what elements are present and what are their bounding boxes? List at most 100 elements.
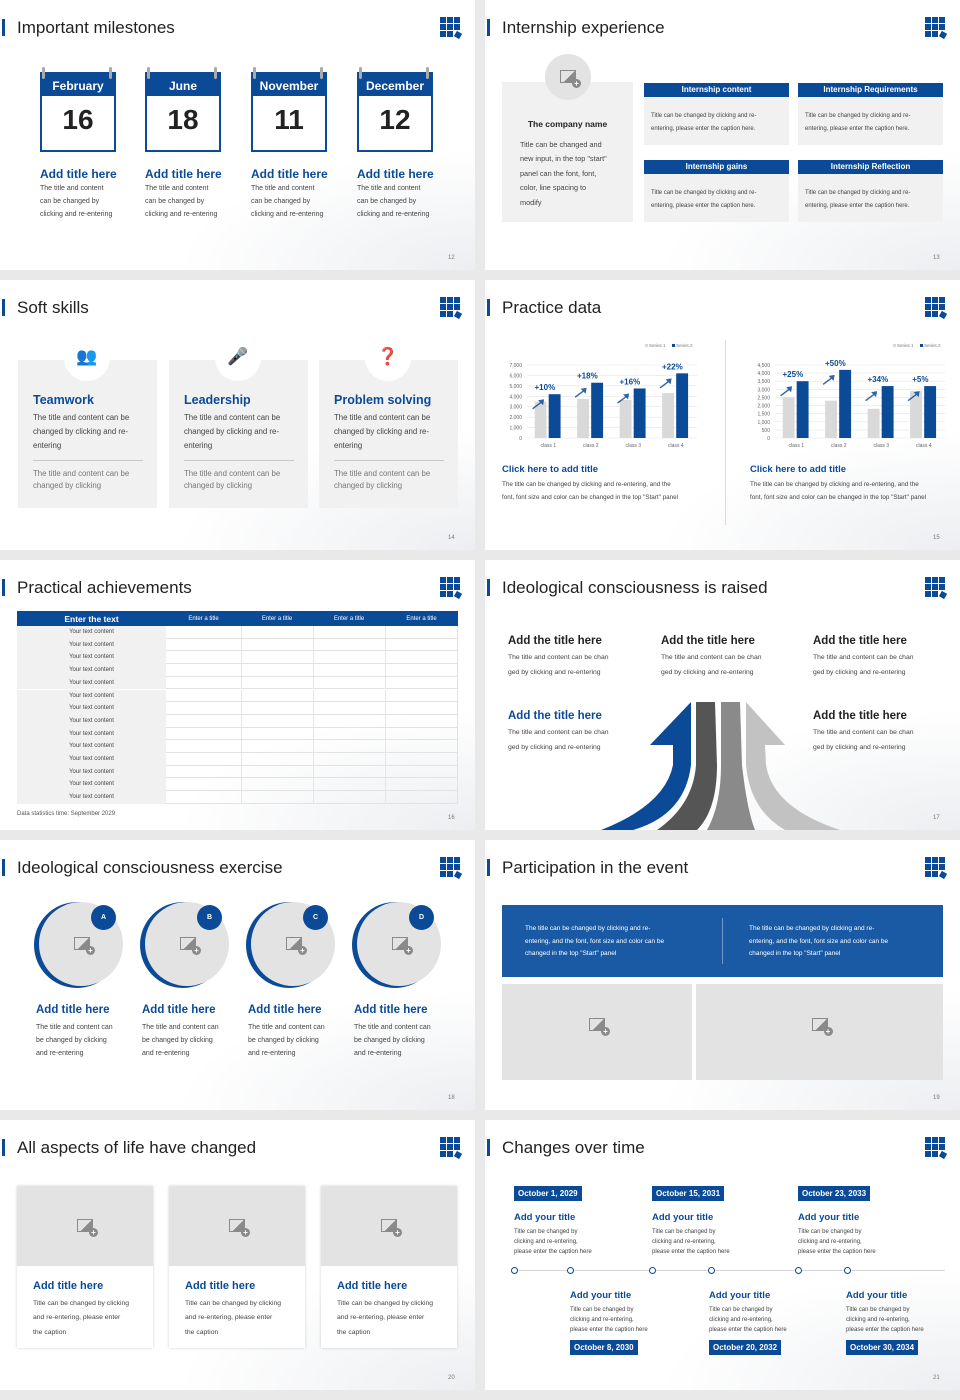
item-text: The title and content xyxy=(145,185,209,192)
image-add-icon xyxy=(589,1018,610,1036)
event-title: Add your title xyxy=(514,1212,576,1223)
legend-label: Series 2 xyxy=(676,343,693,348)
letter-badge: A xyxy=(91,905,116,930)
table-cell: Your text content xyxy=(17,791,166,804)
item-text: The title and content xyxy=(251,185,315,192)
caption-title[interactable]: Click here to add title xyxy=(750,464,847,475)
skill-card xyxy=(18,360,157,508)
letter-badge: C xyxy=(303,905,328,930)
table-note: Data statistics time: September 2029 xyxy=(17,811,116,817)
calendar: February 16 xyxy=(40,72,116,152)
table-row xyxy=(17,626,458,639)
legend-swatch xyxy=(672,344,675,347)
column-divider xyxy=(241,791,242,804)
block-text: The title and content can be chan xyxy=(813,654,914,661)
column-divider xyxy=(241,664,242,677)
event-text: Title can be changed by xyxy=(514,1229,578,1235)
speaker-podium-icon: 🎤 xyxy=(227,347,249,366)
slide-17[interactable]: Ideological consciousness is raised 17 Add… xyxy=(485,560,960,830)
page-number: 19 xyxy=(933,1095,940,1101)
bar-series-1 xyxy=(662,393,675,438)
box-text: entering, please enter the caption here. xyxy=(805,202,910,209)
y-tick-label: 3,500 xyxy=(757,379,770,385)
box-body xyxy=(644,174,789,222)
growth-arrow-icon xyxy=(865,391,878,402)
column-divider xyxy=(385,778,386,792)
slide-14[interactable]: Soft skills 14 👥 Teamwork The title and cont… xyxy=(0,280,475,550)
image-placeholder[interactable] xyxy=(502,984,692,1080)
skill-subtext: The title and content can be xyxy=(334,469,431,478)
item-text: clicking and re-entering xyxy=(40,210,113,218)
table-row xyxy=(17,778,458,792)
x-tick-label: class 4 xyxy=(916,443,932,449)
image-add-icon xyxy=(229,1219,250,1237)
item-title: Add title here xyxy=(40,167,117,181)
item-title: Add title here xyxy=(248,1004,322,1016)
slide-title: Practical achievements xyxy=(17,578,192,597)
slide-18[interactable]: Ideological consciousness exercise 18 A Add… xyxy=(0,840,475,1110)
table-row xyxy=(17,651,458,665)
box-header: Internship Requirements xyxy=(798,83,943,97)
slide-20[interactable]: All aspects of life have changed 20 Add ti… xyxy=(0,1120,475,1390)
slide-19[interactable]: Participation in the event 19 The title ca… xyxy=(485,840,960,1110)
calendar-day: 12 xyxy=(379,104,411,135)
skill-subtext: changed by clicking xyxy=(184,481,253,490)
item-text: can be changed by xyxy=(357,197,417,205)
calendar-ring xyxy=(214,67,217,79)
block-title: Add the title here xyxy=(813,635,907,647)
date-label: October 1, 2029 xyxy=(514,1186,582,1201)
calendar-day: 16 xyxy=(62,104,94,135)
column-divider xyxy=(241,778,242,792)
slide-16[interactable]: Practical achievements 16 Enter the text En… xyxy=(0,560,475,830)
caption-text: font, font size and color can be changed… xyxy=(750,494,927,501)
calendar-month: December xyxy=(359,74,431,96)
table-row xyxy=(17,714,458,728)
title-accent-bar xyxy=(2,299,5,316)
icon-circle xyxy=(365,335,411,381)
grid-logo-icon xyxy=(925,17,948,40)
item-text: and re-entering xyxy=(354,1049,402,1057)
skill-text: changed by clicking and re- xyxy=(33,427,128,436)
column-divider xyxy=(385,765,386,779)
column-divider xyxy=(385,676,386,690)
slide-title: Ideological consciousness is raised xyxy=(502,578,768,597)
table-cell: Your text content xyxy=(17,702,166,715)
title-accent-bar xyxy=(2,859,5,876)
wave-decoration xyxy=(175,990,475,1110)
grid-logo-icon xyxy=(440,297,463,320)
image-placeholder[interactable] xyxy=(696,984,943,1080)
column-divider xyxy=(313,676,314,690)
timeline-node[interactable] xyxy=(567,1267,574,1274)
caption-text: font, font size and color can be changed… xyxy=(502,494,679,501)
item-text: can be changed by xyxy=(145,197,205,205)
date-label: October 15, 2031 xyxy=(652,1186,725,1201)
timeline-node[interactable] xyxy=(511,1267,518,1274)
caption-title[interactable]: Click here to add title xyxy=(502,464,599,475)
bar-series-2 xyxy=(796,381,809,438)
bar-series-1 xyxy=(910,390,923,438)
item-text: clicking and re-entering xyxy=(357,210,430,218)
event-text: clicking and re-entering, xyxy=(846,1317,910,1323)
company-card xyxy=(502,82,633,222)
timeline-node[interactable] xyxy=(795,1267,802,1274)
timeline-node[interactable] xyxy=(649,1267,656,1274)
item-title: Add title here xyxy=(142,1004,216,1016)
slide-15[interactable]: Practice data 15 0 1,000 2,000 3,000 4,000 5,00… xyxy=(485,280,960,550)
card-text: Title can be changed by clicking xyxy=(33,1300,130,1307)
column-divider xyxy=(385,626,386,639)
slide-21[interactable]: Changes over time 21 October 1, 2029 Add yo… xyxy=(485,1120,960,1390)
slide-13[interactable]: Internship experience 13 The company name T… xyxy=(485,0,960,270)
item-title: Add title here xyxy=(36,1004,110,1016)
event-text: please enter the caption here xyxy=(709,1327,787,1333)
calendar-ring xyxy=(426,67,429,79)
growth-arrow-icon xyxy=(532,399,545,410)
timeline-node[interactable] xyxy=(844,1267,851,1274)
banner-text: changed in the top "Start" panel xyxy=(525,950,617,957)
y-tick-label: 6,000 xyxy=(509,373,522,379)
timeline-node[interactable] xyxy=(708,1267,715,1274)
box-text: entering, please enter the caption here. xyxy=(805,125,910,132)
page-number: 13 xyxy=(933,255,940,261)
block-text: The title and content can be chan xyxy=(661,654,762,661)
slide-12[interactable]: Important milestones 12 February 16 Add titl… xyxy=(0,0,475,270)
box-text: Title can be changed by clicking and re- xyxy=(805,190,911,196)
